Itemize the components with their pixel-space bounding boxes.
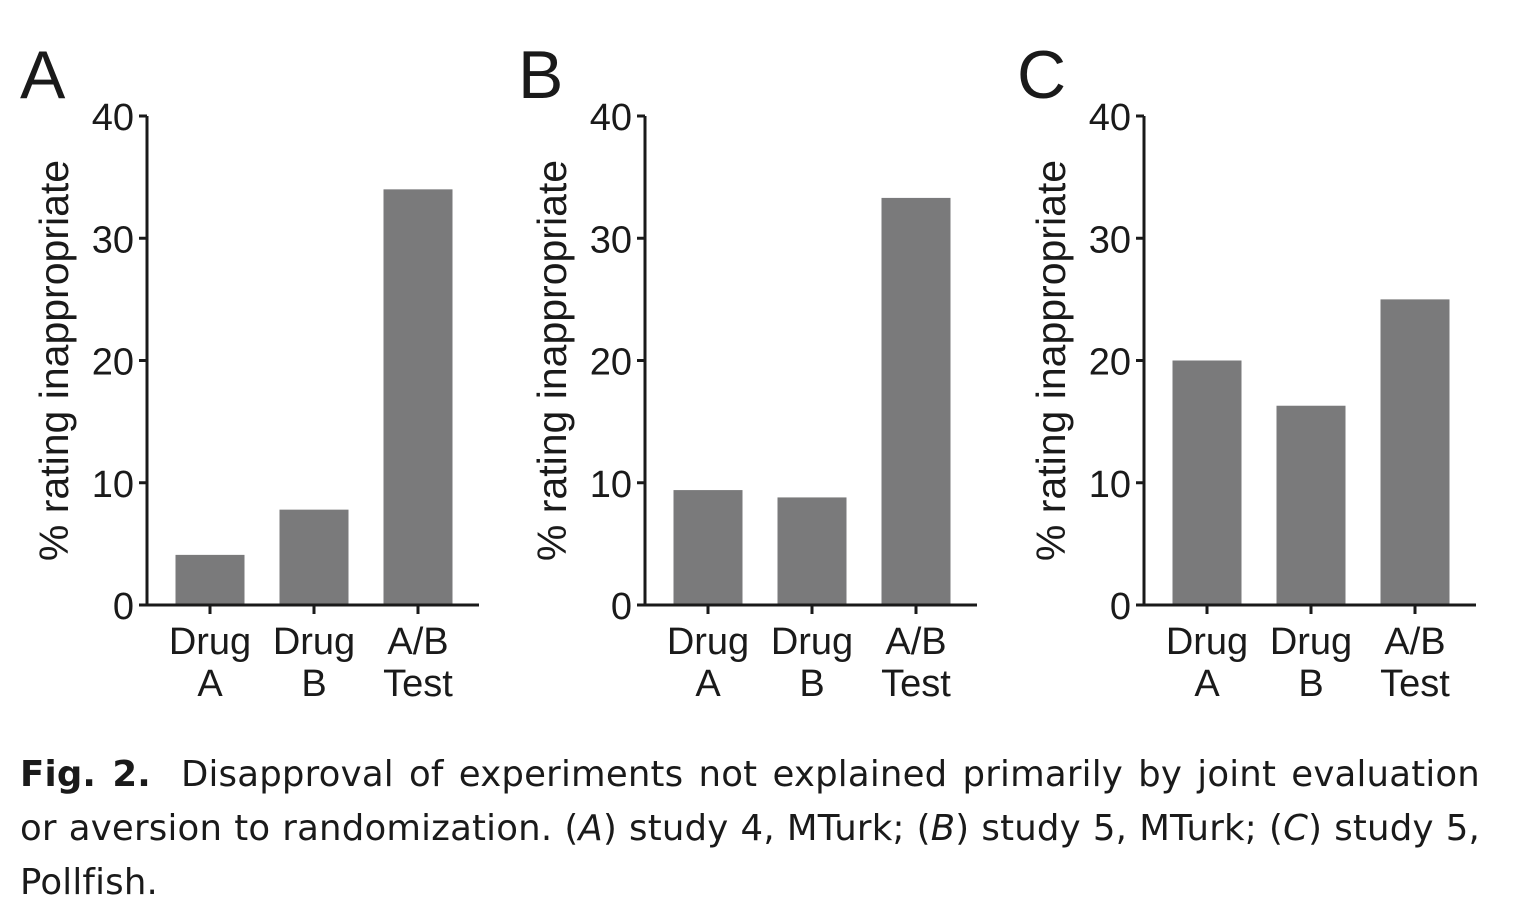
- panel-a-bar: [175, 554, 245, 605]
- panel-c-y-tick-label: 10: [1089, 464, 1131, 506]
- caption-letter-c: C: [1283, 808, 1309, 849]
- panel-a-bar: [383, 189, 453, 605]
- panel-b-y-tick-label: 20: [590, 342, 632, 384]
- panel-c-y-tick-label: 20: [1089, 342, 1131, 384]
- panel-b-bar: [673, 490, 743, 605]
- panel-c-x-tick-label: Test: [1380, 663, 1450, 705]
- caption-letter-b: B: [930, 808, 956, 849]
- panel-c-x-tick-label: A/B: [1384, 621, 1445, 663]
- panel-c-x-tick-label: A: [1194, 663, 1220, 705]
- panel-b-bar: [881, 197, 951, 605]
- panel-c-x-tick-label: Drug: [1270, 621, 1352, 663]
- panel-b-x-tick-label: Drug: [667, 621, 749, 663]
- panel-b-y-tick-label: 0: [611, 586, 632, 628]
- panel-c-label: C: [1017, 37, 1066, 113]
- panel-a-y-tick-label: 30: [92, 219, 134, 261]
- caption-letter-a: A: [578, 808, 603, 849]
- panel-a-x-tick-label: Drug: [273, 621, 355, 663]
- panel-c-bar: [1380, 299, 1450, 605]
- panel-a-y-tick-label: 10: [92, 464, 134, 506]
- panel-b-x-tick-label: Test: [881, 663, 951, 705]
- panel-a-x-tick-label: Test: [383, 663, 453, 705]
- panel-b-label: B: [518, 37, 563, 113]
- figure-panels: A% rating inappropriate010203040DrugADru…: [20, 37, 1476, 705]
- panel-a-y-tick-label: 0: [113, 586, 134, 628]
- panel-a-x-tick-label: Drug: [169, 621, 251, 663]
- panel-c-y-tick-label: 30: [1089, 219, 1131, 261]
- panel-b-y-tick-label: 10: [590, 464, 632, 506]
- panel-a-label: A: [20, 37, 66, 113]
- panel-b-x-tick-label: A: [695, 663, 721, 705]
- caption-label: Fig. 2.: [20, 754, 151, 795]
- panel-a-ylabel: % rating inappropriate: [31, 160, 77, 561]
- panel-c-ylabel: % rating inappropriate: [1028, 160, 1074, 561]
- panel-b-x-tick-label: B: [799, 663, 824, 705]
- panel-a-x-tick-label: B: [301, 663, 326, 705]
- panel-a-x-tick-label: A: [197, 663, 223, 705]
- panel-b-x-tick-label: A/B: [885, 621, 946, 663]
- panel-b-x-tick-label: Drug: [771, 621, 853, 663]
- panel-c-y-tick-label: 40: [1089, 97, 1131, 139]
- panel-b-ylabel: % rating inappropriate: [529, 160, 575, 561]
- panel-c-x-tick-label: Drug: [1166, 621, 1248, 663]
- panel-a-y-tick-label: 20: [92, 342, 134, 384]
- panel-b-y-tick-label: 40: [590, 97, 632, 139]
- panel-c-y-tick-label: 0: [1110, 586, 1131, 628]
- figure-caption: Fig. 2. Disapproval of experiments not ex…: [20, 754, 1481, 903]
- panel-a-y-tick-label: 40: [92, 97, 134, 139]
- panel-b-bar: [777, 497, 847, 605]
- panel-a-x-tick-label: A/B: [387, 621, 448, 663]
- panel-b-y-tick-label: 30: [590, 219, 632, 261]
- panel-c-x-tick-label: B: [1298, 663, 1323, 705]
- caption-sentence: Disapproval of experiments not explained…: [20, 754, 1481, 849]
- panel-a-bar: [279, 509, 349, 605]
- panel-c-bar: [1172, 360, 1242, 605]
- panel-c-bar: [1276, 405, 1346, 605]
